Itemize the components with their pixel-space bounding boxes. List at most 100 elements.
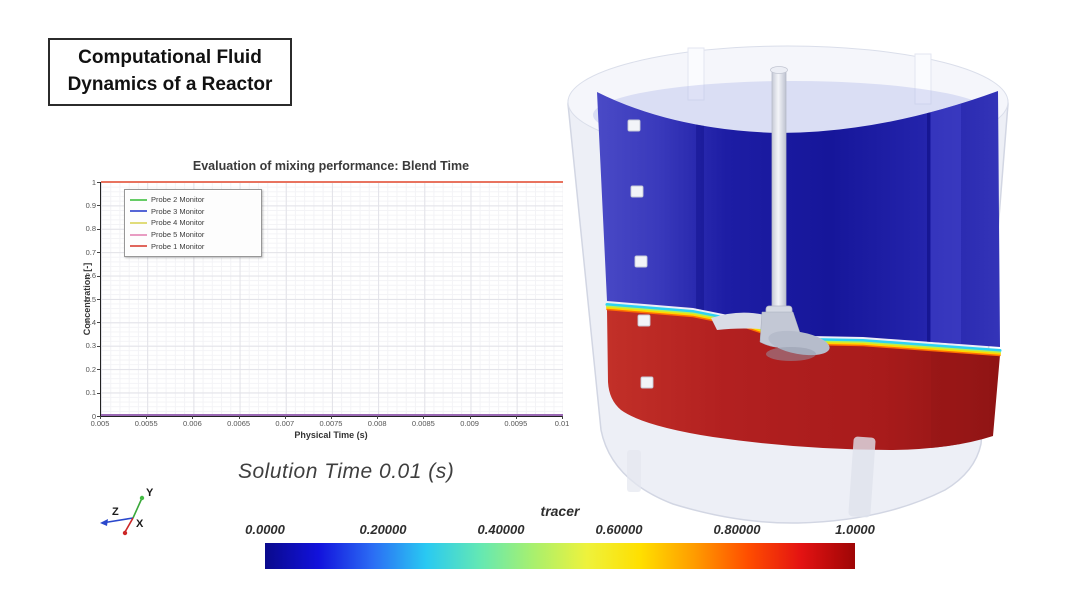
chart-legend: Probe 2 Monitor Probe 3 Monitor Probe 4 Mo… — [124, 189, 262, 257]
colorbar-tick-labels: 0.0000 0.20000 0.40000 0.60000 0.80000 1.0000 — [245, 522, 875, 538]
x-tick-mark — [192, 416, 194, 419]
baffle-stripe-red — [931, 352, 961, 450]
x-tick-mark — [331, 416, 332, 419]
x-axis-letter: X — [136, 518, 144, 530]
legend-swatch — [130, 233, 147, 236]
y-tick-mark — [97, 228, 100, 230]
y-tick-mark — [97, 275, 100, 277]
x-tick-label: 0.009 — [460, 419, 479, 428]
y-tick-label: 0.1 — [85, 388, 96, 398]
probe-square-1 — [627, 119, 641, 132]
y-axis-letter: Y — [146, 487, 154, 499]
x-tick-mark — [146, 416, 148, 419]
x-tick-label: 0.006 — [183, 419, 202, 428]
baffle-top-left — [687, 47, 705, 101]
y-axis-arrow — [132, 497, 143, 519]
plot-area: Probe 2 Monitor Probe 3 Monitor Probe 4 Mo… — [100, 181, 563, 417]
bowl-baffle-stripe-2 — [627, 450, 641, 492]
x-tick-mark — [238, 416, 240, 419]
legend-row: Probe 2 Monitor — [130, 194, 256, 206]
bowl-baffle-stripe — [848, 436, 876, 518]
y-tick-label: 0.8 — [85, 224, 96, 234]
y-tick-label: 0.9 — [85, 200, 96, 210]
y-axis-tip — [139, 495, 145, 501]
colorbar-tick-label: 0.80000 — [713, 522, 761, 537]
probe-square-3 — [634, 255, 648, 268]
legend-label: Probe 3 Monitor — [151, 206, 205, 216]
y-tick-label: 0.2 — [85, 364, 96, 374]
x-tick-label: 0.0065 — [227, 419, 251, 428]
x-axis-arrow — [124, 517, 134, 533]
y-tick-mark — [97, 299, 100, 300]
colorbar-title: tracer — [540, 503, 580, 519]
x-tick-mark — [377, 416, 379, 419]
baffle-top-right — [914, 53, 932, 105]
x-tick-label: 0.005 — [90, 419, 110, 428]
y-tick-mark — [97, 322, 100, 324]
x-tick-mark — [515, 416, 517, 419]
y-tick-mark — [97, 369, 100, 371]
z-axis-letter: Z — [112, 506, 119, 518]
fluid-red-region — [607, 309, 1000, 450]
baffle-stripe-right-edge — [927, 91, 930, 347]
z-axis-tip — [100, 519, 108, 526]
x-tick-label: 0.008 — [367, 419, 387, 428]
legend-swatch — [130, 210, 147, 213]
legend-swatch — [130, 221, 147, 224]
legend-label: Probe 5 Monitor — [151, 230, 205, 240]
x-tick-mark — [284, 416, 286, 419]
impeller-shadow — [766, 347, 816, 361]
colorbar-tick-label: 0.40000 — [477, 522, 525, 537]
tracer-colorbar: tracer 0.0000 0.20000 0.40000 0.60000 0.8000… — [240, 503, 880, 578]
probe-markers — [627, 119, 654, 389]
probe-square-2 — [630, 185, 644, 198]
orientation-triad: Y Z X — [100, 487, 154, 536]
colorbar-tick-label: 0.60000 — [595, 522, 643, 537]
x-axis-label: Physical Time (s) — [294, 430, 368, 440]
baffle-stripe-center — [696, 92, 704, 332]
probe1-series-line — [101, 181, 563, 183]
y-tick-label: 0.5 — [85, 294, 96, 304]
fluid-blue-region — [597, 91, 1000, 347]
x-tick-label: 0.01 — [554, 419, 570, 428]
legend-row: Probe 3 Monitor — [130, 206, 256, 218]
y-tick-label: 0.4 — [85, 317, 96, 327]
chart-title: Evaluation of mixing performance: Blend … — [192, 159, 470, 173]
y-tick-label: 0.3 — [85, 341, 96, 351]
y-tick-mark — [97, 392, 100, 394]
legend-swatch — [130, 198, 147, 201]
x-tick-label: 0.007 — [275, 419, 295, 428]
impeller-blade-left — [711, 312, 773, 330]
x-tick-label: 0.0085 — [411, 419, 435, 428]
impeller-shaft — [771, 69, 787, 323]
y-tick-label: 0 — [91, 411, 96, 421]
x-tick-label: 0.0075 — [319, 419, 343, 428]
colorbar-tick-label: 0.20000 — [359, 522, 407, 537]
colorbar-gradient — [265, 543, 855, 569]
legend-row: Probe 4 Monitor — [130, 217, 256, 229]
y-tick-mark — [97, 416, 100, 417]
x-tick-mark — [423, 416, 425, 419]
impeller-assembly — [711, 66, 830, 361]
x-tick-label: 0.0055 — [134, 419, 158, 428]
baffle-stripe-right — [931, 91, 961, 347]
y-tick-mark — [97, 182, 100, 183]
colorbar-tick-label: 0.0000 — [245, 522, 285, 537]
legend-row: Probe 1 Monitor — [130, 240, 256, 252]
x-tick-mark — [562, 416, 563, 419]
shaft-top-cap — [770, 66, 788, 74]
probe-square-5 — [640, 376, 654, 389]
legend-label: Probe 1 Monitor — [151, 241, 205, 251]
title-line-1: Computational Fluid — [78, 47, 262, 69]
blend-time-chart: Evaluation of mixing performance: Blend … — [80, 155, 585, 450]
x-tick-label: 0.0095 — [504, 419, 528, 428]
y-tick-mark — [97, 205, 100, 207]
probe-zero-series-line — [101, 414, 563, 416]
y-tick-mark — [97, 252, 100, 254]
y-tick-label: 0.6 — [85, 271, 96, 281]
y-tick-label: 1 — [91, 177, 96, 187]
colorbar-tick-label: 1.0000 — [835, 522, 875, 537]
solution-time-text: Solution Time 0.01 (s) — [238, 460, 455, 483]
y-tick-mark — [97, 345, 100, 347]
